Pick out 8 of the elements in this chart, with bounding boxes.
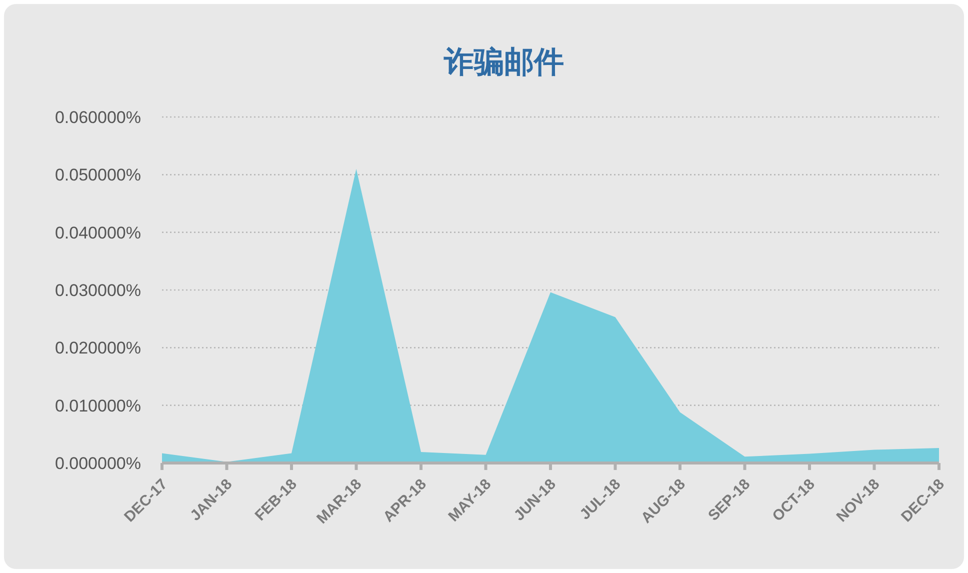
y-tick-label: 0.050000% [54,166,141,185]
y-tick-label: 0.020000% [54,338,141,358]
chart-title: 诈骗邮件 [443,46,564,79]
y-tick-label: 0.030000% [54,281,141,300]
y-tick-label: 0.000000% [54,454,141,473]
y-tick-label: 0.010000% [54,396,141,416]
y-tick-label: 0.040000% [54,223,141,242]
y-tick-label: 0.060000% [54,108,141,127]
